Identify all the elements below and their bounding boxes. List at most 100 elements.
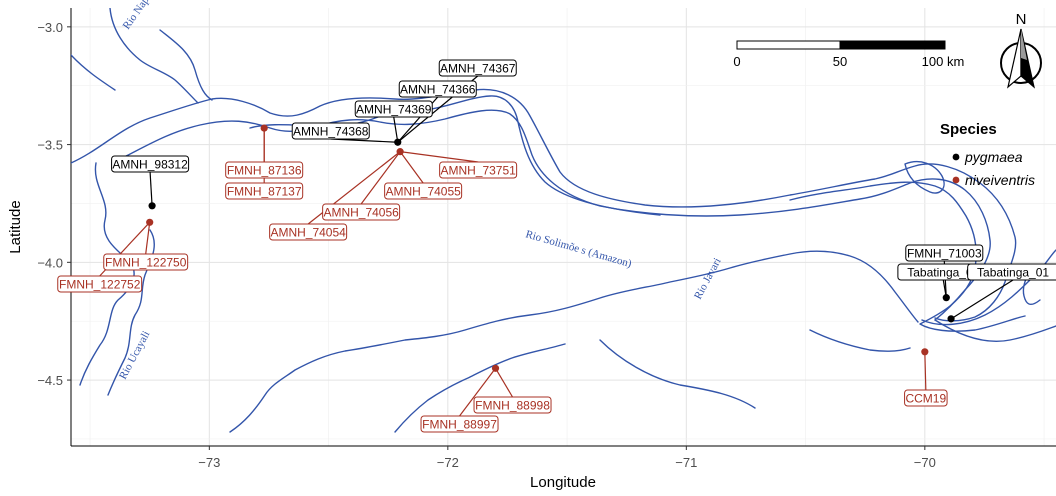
specimen-label-text: FMNH_87137 xyxy=(227,185,302,199)
river-javari-tributary xyxy=(394,343,566,433)
specimen-label: FMNH_88997 xyxy=(420,415,499,433)
specimen-point-niveiventris xyxy=(260,124,268,132)
specimen-label: AMNH_74366 xyxy=(398,80,477,98)
specimen-label: CCM19 xyxy=(904,389,948,407)
legend-title: Species xyxy=(940,121,997,138)
x-tick-label: −72 xyxy=(437,455,459,470)
river-napo-bank xyxy=(159,29,213,101)
label-connector xyxy=(330,138,398,143)
specimen-label-text: AMNH_74056 xyxy=(323,206,399,220)
specimen-label: AMNH_73751 xyxy=(439,161,518,179)
specimen-label-box xyxy=(438,59,517,77)
specimen-point-pygmaea xyxy=(148,202,156,210)
specimen-label-text: FMNH_122750 xyxy=(105,256,187,270)
north-label: N xyxy=(1016,11,1027,28)
y-tick-label: −3.0 xyxy=(37,20,63,35)
y-tick-label: −3.5 xyxy=(37,138,63,153)
specimen-label-text: CCM19 xyxy=(905,392,946,406)
specimen-point-pygmaea xyxy=(942,294,950,302)
specimen-label-box xyxy=(473,396,552,414)
scale-bar-black-segment xyxy=(839,40,946,50)
legend: Species pygmaea niveiventris xyxy=(940,121,1035,188)
river-javari xyxy=(229,250,919,433)
specimen-label-text: AMNH_74368 xyxy=(293,125,369,139)
specimen-label: FMNH_87137 xyxy=(225,182,304,200)
river-layer xyxy=(71,8,1056,433)
specimen-label-text: AMNH_73751 xyxy=(440,164,516,178)
scale-bar-label-0: 0 xyxy=(733,54,740,69)
label-connector xyxy=(495,367,514,398)
x-axis-title: Longitude xyxy=(530,474,596,491)
y-axis-ticks: −3.0 −3.5 −4.0 −4.5 xyxy=(37,20,71,388)
specimen-label: AMNH_98312 xyxy=(111,155,190,173)
label-connector xyxy=(924,351,927,391)
river-amazon-island xyxy=(904,160,945,194)
specimen-label-text: AMNH_98312 xyxy=(112,158,188,172)
specimen-label-box xyxy=(398,80,477,98)
specimen-label-box xyxy=(905,244,984,262)
x-tick-label: −73 xyxy=(198,455,220,470)
specimen-label-text: Tabatinga_02 xyxy=(907,266,979,280)
label-connector xyxy=(950,279,1014,320)
specimen-label-text: FMNH_87136 xyxy=(227,164,302,178)
specimen-label-box xyxy=(967,263,1056,281)
specimen-label-text: FMNH_122752 xyxy=(59,278,141,292)
specimen-label: AMNH_74055 xyxy=(384,182,463,200)
x-tick-label: −70 xyxy=(914,455,936,470)
river-amazon-east-exit-2 xyxy=(921,249,1056,326)
label-connector xyxy=(393,116,399,143)
specimen-label: AMNH_74054 xyxy=(269,223,348,241)
legend-dot-pygmaea xyxy=(952,153,960,161)
specimen-label: AMNH_74056 xyxy=(322,203,401,221)
river-napo-west xyxy=(71,54,116,91)
specimen-label-box xyxy=(225,161,304,179)
specimen-label-box xyxy=(384,182,463,200)
specimen-label: FMNH_71003 xyxy=(905,244,984,262)
river-amazon-south-bank xyxy=(111,109,991,321)
legend-label-niveiventris: niveiventris xyxy=(965,172,1035,188)
river-amazon-east-exit xyxy=(934,319,1056,343)
scale-bar: 0 50 100 km xyxy=(733,40,965,69)
label-connector xyxy=(399,151,424,184)
specimen-label: FMNH_88998 xyxy=(473,396,552,414)
y-tick-label: −4.5 xyxy=(37,373,63,388)
specimen-label-box xyxy=(225,182,304,200)
river-napo xyxy=(109,8,199,104)
specimen-point-niveiventris xyxy=(921,348,929,356)
specimen-label: AMNH_74368 xyxy=(291,122,370,140)
label-connector xyxy=(459,367,497,417)
specimen-label: Tabatinga_01 xyxy=(967,263,1056,281)
scale-bar-label-50: 50 xyxy=(833,54,847,69)
scale-bar-label-100: 100 km xyxy=(922,54,965,69)
specimen-label-box xyxy=(439,161,518,179)
specimen-point-pygmaea xyxy=(947,315,955,323)
specimen-point-niveiventris xyxy=(396,148,404,156)
specimen-label-box xyxy=(57,275,143,293)
river-javari-tributary-2 xyxy=(809,329,911,353)
specimen-label-text: AMNH_74369 xyxy=(356,103,432,117)
legend-label-pygmaea: pygmaea xyxy=(964,149,1023,165)
specimen-label: AMNH_74369 xyxy=(354,100,433,118)
x-tick-label: −71 xyxy=(675,455,697,470)
specimen-label-text: Tabatinga_01 xyxy=(977,266,1049,280)
specimen-label-text: AMNH_74367 xyxy=(440,62,516,76)
river-south-lower xyxy=(599,339,756,409)
specimen-label-text: AMNH_74366 xyxy=(400,83,476,97)
specimen-label-text: AMNH_74055 xyxy=(385,185,461,199)
specimen-point-niveiventris xyxy=(146,218,154,226)
specimen-label-text: FMNH_88997 xyxy=(422,418,497,432)
scale-bar-white-segment xyxy=(736,40,841,50)
label-connector xyxy=(360,151,401,205)
specimen-label-box xyxy=(103,253,189,271)
grid xyxy=(70,8,1056,447)
y-tick-label: −4.0 xyxy=(37,255,63,270)
river-amazon-north-bank xyxy=(71,88,1017,322)
specimen-label-text: AMNH_74054 xyxy=(270,226,346,240)
specimen-label-box xyxy=(269,223,348,241)
x-axis-ticks: −73 −72 −71 −70 xyxy=(198,446,936,470)
label-connector xyxy=(149,171,153,206)
y-axis-title: Latitude xyxy=(7,200,24,253)
specimen-label: AMNH_74367 xyxy=(438,59,517,77)
